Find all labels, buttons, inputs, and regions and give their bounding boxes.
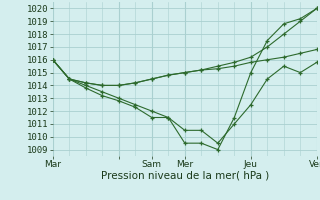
- X-axis label: Pression niveau de la mer( hPa ): Pression niveau de la mer( hPa ): [101, 171, 269, 181]
